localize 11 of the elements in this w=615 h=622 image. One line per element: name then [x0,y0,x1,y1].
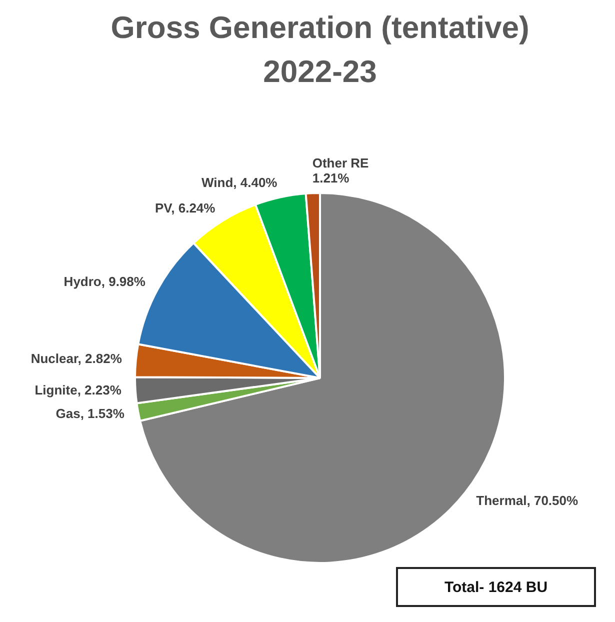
chart-title: Gross Generation (tentative) 2022-23 [110,9,530,91]
slice-label: Other RE [312,156,370,171]
slice-label: Wind, 4.40% [201,175,278,190]
slice-label: PV, 6.24% [154,200,216,216]
text: Total- 1624 BU [396,567,596,607]
slice-label: Thermal, 70.50% [476,492,578,508]
slice-label: Gas, 1.53% [56,406,125,422]
slice-label: Nuclear, 2.82% [30,350,122,366]
slice-label: Hydro, 9.98% [64,274,146,289]
slice-label: Lignite, 2.23% [34,382,122,398]
data-label: 1.21% [312,170,350,186]
